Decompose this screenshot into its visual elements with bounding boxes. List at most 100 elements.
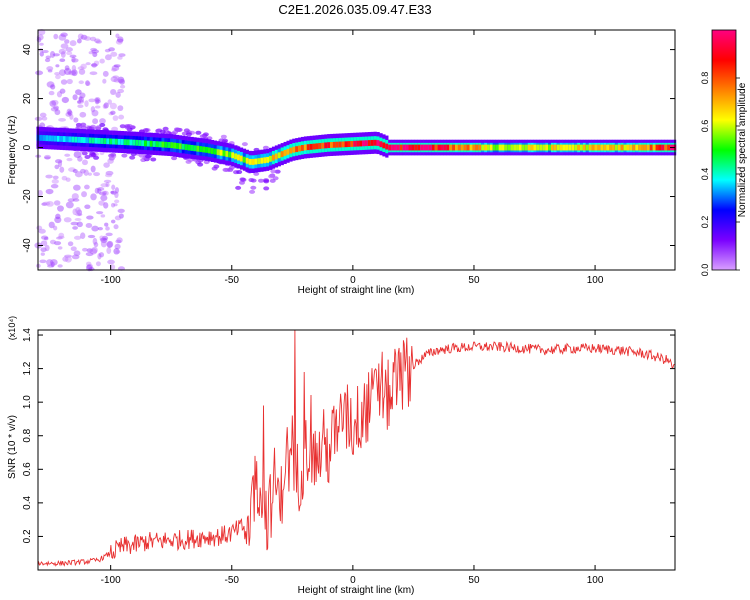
- noise-cell: [105, 232, 113, 237]
- noise-cell: [51, 99, 59, 106]
- ridge-core: [271, 154, 276, 161]
- ridge-core: [91, 137, 95, 144]
- ridge-core: [553, 144, 558, 151]
- ridge-core: [120, 139, 124, 145]
- noise-cell: [45, 174, 53, 179]
- noise-cell: [92, 118, 99, 125]
- noise-cell: [110, 190, 115, 194]
- ridge-core: [513, 144, 517, 151]
- colorbar: 0.0 0.2 0.4 0.6 0.8 Normalized spectral ampl…: [700, 29, 748, 276]
- ridge-core: [196, 145, 200, 152]
- ridge-core: [97, 137, 101, 144]
- ridge-core: [48, 135, 52, 142]
- noise-cell: [100, 240, 107, 248]
- noise-cell: [78, 80, 84, 85]
- noise-cell: [70, 246, 77, 252]
- noise-cell: [50, 84, 56, 90]
- ridge-core: [210, 148, 215, 154]
- ridge-core: [484, 144, 488, 151]
- noise-cell: [34, 116, 43, 121]
- noise-cell: [46, 259, 54, 266]
- noise-cell: [91, 62, 97, 68]
- ridge-core: [417, 144, 421, 151]
- ridge-core: [309, 143, 313, 150]
- ridge-core: [341, 141, 345, 148]
- ridge-core: [629, 144, 633, 151]
- noise-cell: [77, 66, 85, 70]
- noise-cell: [66, 108, 72, 115]
- ridge-core: [510, 144, 514, 151]
- ridge-core: [463, 144, 467, 151]
- ridge-core: [580, 144, 584, 151]
- ridge-core: [455, 144, 459, 151]
- ridge-core: [382, 142, 386, 149]
- noise-cell: [107, 259, 115, 265]
- noise-cell: [74, 171, 83, 178]
- noise-cell: [60, 51, 66, 58]
- ridge-core: [489, 144, 494, 151]
- noise-cell: [269, 178, 276, 183]
- ridge-core: [420, 144, 424, 151]
- noise-cell: [118, 213, 124, 219]
- noise-cell: [67, 110, 73, 116]
- noise-cell: [117, 88, 125, 94]
- noise-cell: [40, 240, 48, 247]
- noise-cell: [100, 237, 108, 244]
- ridge-core: [626, 144, 630, 151]
- ridge-core: [144, 140, 148, 147]
- ridge-core: [379, 141, 383, 148]
- ridge-core: [667, 144, 671, 151]
- y-tick-label: 0.6: [22, 462, 33, 476]
- ridge-core: [321, 142, 325, 149]
- snr-y-label: SNR (10 * v/v): [7, 415, 18, 479]
- ridge-core: [88, 137, 93, 144]
- ridge-core: [524, 144, 528, 151]
- ridge-core: [635, 144, 639, 151]
- noise-cell: [61, 175, 68, 181]
- noise-cell: [63, 68, 72, 75]
- ridge-core: [641, 144, 645, 151]
- noise-cell: [66, 51, 73, 56]
- noise-cell: [81, 159, 88, 166]
- ridge-core: [388, 144, 392, 151]
- ridge-core: [112, 138, 116, 145]
- ridge-core: [446, 144, 450, 151]
- noise-cell: [89, 248, 98, 255]
- noise-cell: [257, 178, 264, 183]
- noise-cell: [65, 112, 72, 117]
- noise-cell: [274, 169, 281, 174]
- ridge-core: [521, 144, 526, 151]
- noise-cell: [68, 70, 77, 76]
- ridge-core: [507, 144, 511, 151]
- noise-cell: [64, 254, 72, 258]
- ridge-core: [289, 147, 293, 154]
- ridge-core: [190, 144, 194, 151]
- noise-cell: [79, 111, 87, 118]
- x-tick-label: 0: [350, 575, 356, 586]
- noise-cell: [54, 109, 61, 116]
- ridge-core: [103, 138, 107, 145]
- snr-panel: -100 -50 0 50 100 0.2 0.4 0.6 0.8 1.0 1.2 1.4 Heig…: [7, 316, 676, 596]
- noise-cell: [104, 222, 109, 227]
- ridge-core: [516, 144, 520, 151]
- ridge-core: [574, 144, 578, 151]
- ridge-core: [222, 150, 226, 157]
- noise-cell: [71, 65, 77, 72]
- ridge-core: [51, 135, 55, 142]
- ridge-core: [559, 144, 563, 151]
- ridge-core: [260, 157, 264, 164]
- ridge-core: [176, 143, 180, 149]
- noise-cell: [117, 55, 123, 60]
- noise-cell: [117, 105, 124, 112]
- noise-cell: [92, 237, 98, 245]
- noise-cell: [110, 219, 116, 224]
- noise-cell: [87, 234, 96, 239]
- noise-cell: [124, 124, 131, 129]
- noise-cell: [65, 47, 73, 52]
- noise-cell: [62, 256, 69, 262]
- ridge-core: [606, 144, 610, 151]
- ridge-core: [402, 144, 406, 151]
- ridge-core: [434, 144, 438, 151]
- noise-cell: [53, 200, 61, 206]
